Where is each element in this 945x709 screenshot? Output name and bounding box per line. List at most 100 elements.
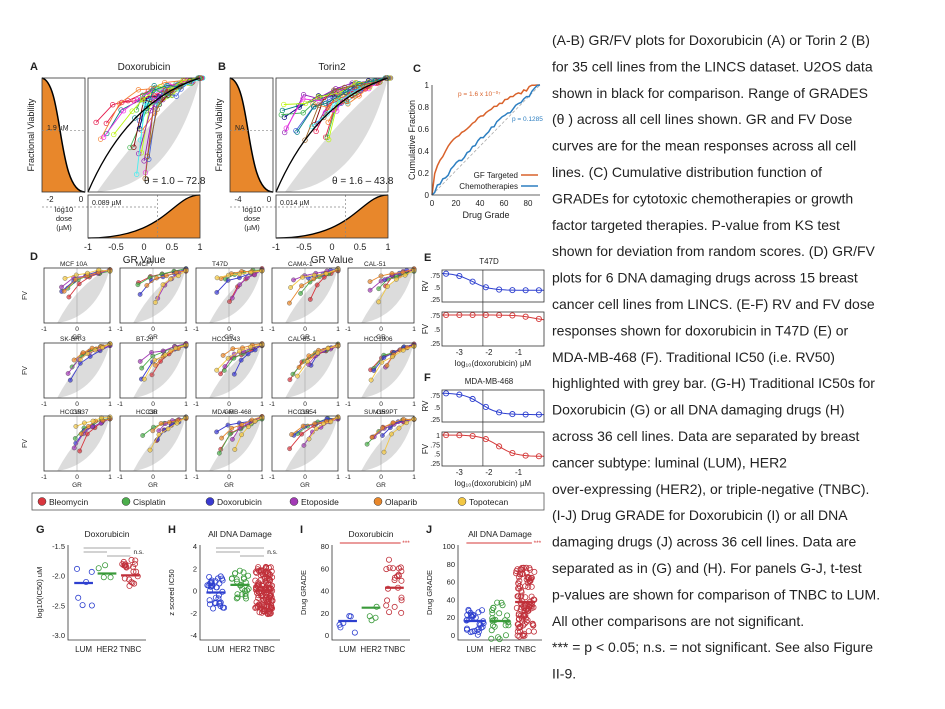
cell-line-point bbox=[141, 158, 147, 164]
sample-point bbox=[267, 604, 274, 611]
drug-point bbox=[162, 352, 168, 358]
tick-label: 0 bbox=[151, 474, 155, 481]
cell-line-point bbox=[313, 128, 319, 135]
sample-point bbox=[514, 593, 521, 600]
sample-point bbox=[233, 595, 240, 602]
cell-line-point bbox=[134, 171, 140, 177]
tick-label: -1 bbox=[193, 401, 199, 408]
drug-point bbox=[153, 362, 158, 368]
tick-label: 0 bbox=[379, 474, 383, 481]
reference-region bbox=[133, 416, 186, 471]
drug-point bbox=[65, 371, 71, 376]
plot-frame bbox=[119, 415, 187, 472]
axis-label: z scored IC50 bbox=[167, 569, 176, 615]
cell-line-point bbox=[118, 107, 124, 113]
drug-point bbox=[380, 425, 385, 431]
drug-point bbox=[299, 283, 304, 289]
caption-line: shown in black for comparison. Range of … bbox=[552, 85, 868, 101]
sample-point bbox=[126, 582, 133, 589]
drug-point bbox=[85, 351, 90, 356]
caption-line: responses shown for doxorubicin in T47D … bbox=[552, 322, 849, 338]
sample-point bbox=[517, 628, 524, 635]
sample-point bbox=[517, 594, 524, 601]
plot-frame bbox=[119, 342, 187, 399]
drug-point bbox=[287, 300, 292, 306]
fv-curve-point bbox=[509, 450, 516, 457]
reference-region bbox=[209, 416, 262, 471]
sample-point bbox=[515, 625, 522, 632]
drug-point bbox=[369, 434, 375, 440]
drug-point bbox=[368, 377, 374, 383]
drug-point bbox=[287, 377, 293, 383]
caption-line: GRADEs for cytotoxic chemotherapies or g… bbox=[552, 190, 853, 206]
tick-label: 0 bbox=[379, 401, 383, 408]
tick-label: 1 bbox=[108, 326, 112, 333]
cell-line-name: MDA-MB-468 bbox=[212, 409, 252, 416]
sample-point bbox=[372, 614, 379, 621]
cell-line-point bbox=[343, 89, 349, 95]
drug-point bbox=[214, 429, 219, 435]
drug-point bbox=[225, 422, 231, 428]
drug-point bbox=[299, 431, 305, 437]
cell-line-point bbox=[125, 97, 131, 104]
sample-point bbox=[210, 605, 217, 612]
drug-point bbox=[252, 418, 258, 424]
drug-point bbox=[154, 275, 159, 281]
cell-line-point bbox=[281, 101, 287, 108]
panel-label: I bbox=[300, 524, 303, 536]
tick-label: 1 bbox=[336, 401, 340, 408]
sample-point bbox=[505, 622, 512, 629]
cell-line-point bbox=[325, 119, 331, 125]
sample-point bbox=[128, 556, 135, 563]
rv-curve-point bbox=[482, 284, 489, 291]
cell-line-point bbox=[151, 92, 158, 99]
sample-point bbox=[398, 597, 405, 604]
caption-line: across 36 cell lines. Data are separated… bbox=[552, 428, 859, 444]
cell-line-point bbox=[164, 82, 170, 89]
rv-curve-point bbox=[496, 286, 503, 293]
cell-line-point bbox=[100, 134, 107, 140]
sample-point bbox=[253, 604, 260, 611]
panel-label: H bbox=[168, 524, 176, 536]
cell-line-point bbox=[331, 87, 337, 93]
sample-point bbox=[523, 618, 530, 625]
rv-curve-point bbox=[522, 287, 529, 294]
tick-label: 1 bbox=[385, 242, 390, 252]
drug-point bbox=[401, 416, 406, 422]
sample-point bbox=[95, 565, 102, 572]
sample-point bbox=[267, 577, 274, 584]
tick-label: 1 bbox=[108, 474, 112, 481]
rv-curve-point bbox=[443, 390, 450, 397]
sample-point bbox=[471, 628, 478, 635]
tick-label: 1 bbox=[336, 326, 340, 333]
sample-point bbox=[88, 568, 95, 575]
cell-line-name: MCF 10A bbox=[60, 261, 88, 268]
sample-point bbox=[100, 574, 107, 581]
sample-point bbox=[131, 561, 138, 568]
axis-label: GR bbox=[72, 334, 82, 341]
drug-point bbox=[402, 272, 408, 278]
panel-title: All DNA Damage bbox=[468, 529, 532, 539]
sample-point bbox=[107, 574, 114, 581]
axes bbox=[457, 545, 542, 641]
sample-point bbox=[521, 612, 528, 619]
cell-line-point bbox=[356, 81, 362, 87]
drug-point bbox=[230, 346, 236, 352]
drug-point bbox=[141, 376, 147, 382]
axis-label: GR bbox=[224, 409, 234, 416]
sample-point bbox=[527, 576, 534, 583]
rv-curve-point bbox=[469, 395, 476, 403]
tick-label: 1 bbox=[260, 474, 264, 481]
category-label: TNBC bbox=[384, 645, 406, 654]
cell-line-point bbox=[316, 102, 322, 108]
cell-line-point bbox=[134, 97, 141, 103]
cell-line-curve bbox=[113, 77, 200, 135]
reference-region bbox=[57, 343, 110, 398]
cell-line-name: T47D bbox=[212, 261, 228, 268]
rv-curve-point bbox=[535, 287, 542, 294]
sample-point bbox=[257, 567, 264, 574]
drug-point bbox=[96, 267, 102, 273]
tick-label: 0 bbox=[75, 474, 79, 481]
axes bbox=[199, 545, 280, 641]
drug-point bbox=[325, 346, 331, 351]
